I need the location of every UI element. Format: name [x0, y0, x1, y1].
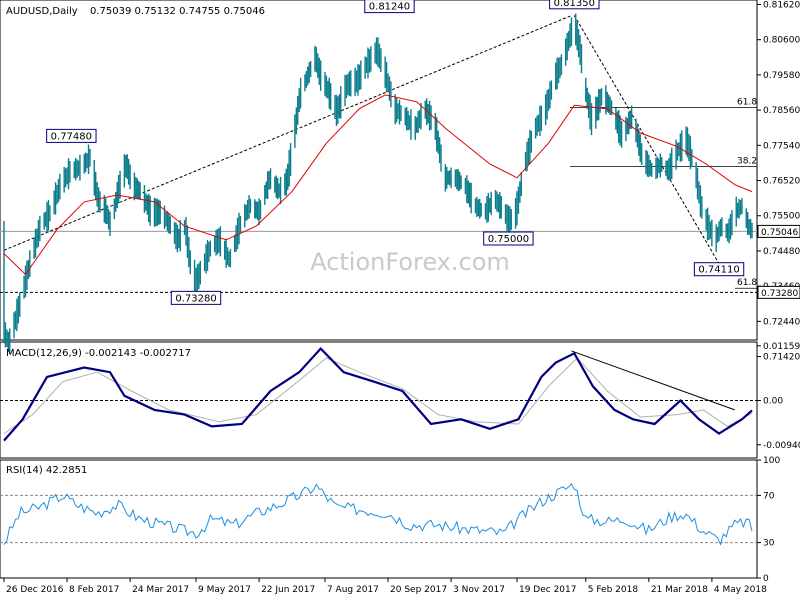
level-marker: 0.73280 [757, 285, 800, 299]
price-annotation-box [364, 0, 415, 14]
price-annotation-box [170, 290, 222, 305]
macd-line [3, 346, 753, 442]
x-tick-label: 7 Aug 2017 [327, 585, 379, 595]
price-y-tick-label: 0.71420 [763, 353, 800, 363]
price-annotation-box [549, 0, 600, 10]
rsi-y-tick-label: 100 [763, 456, 780, 466]
price-y-tick-label: 0.78560 [763, 106, 800, 116]
price-annotation: 0.81240 [364, 0, 415, 14]
price-annotation: 0.75000 [483, 231, 534, 246]
x-tick-label: 8 Feb 2017 [69, 585, 119, 595]
price-panel-frame [0, 0, 758, 341]
price-annotation-box [693, 262, 745, 277]
watermark: ActionForex.com [310, 248, 510, 276]
price-y-tick-label: 0.72440 [763, 317, 800, 327]
macd-panel-title: MACD(12,26,9) -0.002143 -0.002717 [6, 348, 191, 359]
fib-level-label: 61.8 [737, 278, 757, 288]
macd-signal-line [3, 357, 753, 434]
price-annotation-label: 0.74110 [698, 265, 739, 276]
price-annotation: 0.81350 [549, 0, 600, 10]
rsi-panel-title: RSI(14) 42.2851 [6, 465, 87, 476]
price-annotation-label: 0.75000 [488, 234, 529, 245]
last-price-box [757, 224, 800, 238]
price-y-tick-label: 0.77540 [763, 141, 800, 151]
last-price-label: 0.75046 [761, 228, 798, 238]
x-tick-label: 9 May 2017 [198, 585, 251, 595]
fib-level-label: 38.2 [737, 156, 757, 166]
macd-y-tick-label: 0.01159 [763, 342, 800, 352]
price-y-tick-label: 0.80600 [763, 36, 800, 46]
ohlc-readout: 0.75039 0.75132 0.74755 0.75046 [90, 6, 265, 17]
macd-y-tick-label: 0.00 [763, 396, 783, 406]
x-tick-label: 4 May 2018 [714, 585, 767, 595]
rsi-panel-frame [0, 459, 758, 579]
price-annotation: 0.74110 [693, 262, 745, 277]
x-tick-label: 22 Jun 2017 [261, 585, 315, 595]
macd-panel-frame [0, 341, 758, 459]
x-tick-label: 24 Mar 2017 [132, 585, 189, 595]
price-annotation: 0.73280 [170, 290, 222, 305]
price-annotation-label: 0.73280 [175, 293, 216, 304]
x-tick-label: 19 Dec 2017 [519, 585, 577, 595]
price-annotation-label: 0.77480 [51, 131, 92, 142]
price-y-tick-label: 0.76520 [763, 177, 800, 187]
rsi-y-tick-label: 0 [763, 574, 769, 584]
price-y-tick-label: 0.74480 [763, 247, 800, 257]
price-annotation-box [483, 231, 534, 246]
last-price-marker: 0.75046 [757, 224, 800, 238]
rsi-y-tick-label: 30 [763, 539, 775, 549]
moving-average-line [3, 94, 753, 276]
price-y-tick-label: 0.81620 [763, 0, 800, 10]
macd-trendline [571, 350, 735, 411]
fib-level-label: 61.8 [737, 97, 757, 107]
level-label: 0.73280 [761, 289, 798, 299]
x-tick-label: 20 Sep 2017 [390, 585, 447, 595]
price-y-tick-label: 0.79580 [763, 71, 800, 81]
price-panel-title: AUDUSD,Daily [6, 6, 78, 17]
price-y-tick-label: 0.75500 [763, 212, 800, 222]
level-box [757, 285, 800, 299]
x-tick-label: 26 Dec 2016 [6, 585, 64, 595]
price-annotation-box [46, 128, 97, 143]
rsi-y-tick-label: 70 [763, 491, 775, 501]
macd-y-tick-label: -0.009408 [763, 441, 800, 451]
x-tick-label: 3 Nov 2017 [453, 585, 505, 595]
price-trendline [573, 15, 720, 264]
x-tick-label: 21 Mar 2018 [651, 585, 708, 595]
price-annotation-label: 0.81240 [369, 2, 410, 13]
price-annotation: 0.77480 [46, 128, 97, 143]
rsi-line [3, 482, 753, 546]
x-tick-label: 5 Feb 2018 [588, 585, 639, 595]
price-annotation-label: 0.81350 [554, 0, 595, 9]
